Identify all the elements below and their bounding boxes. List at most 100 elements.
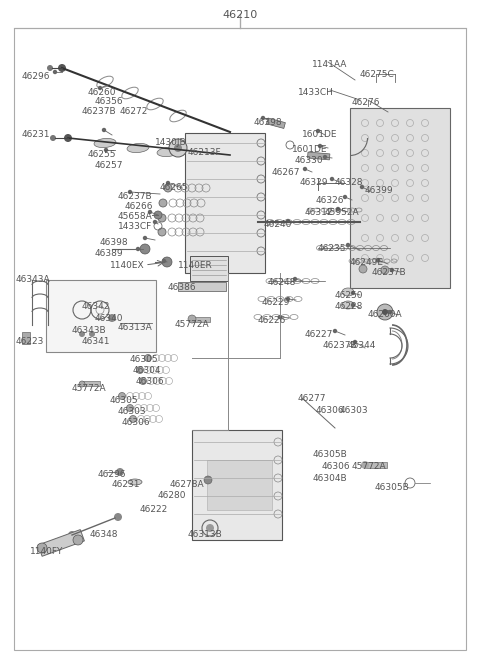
- Circle shape: [334, 329, 336, 333]
- Text: 1433CH: 1433CH: [298, 88, 334, 97]
- Text: 46276: 46276: [352, 98, 381, 107]
- Text: 46257: 46257: [95, 161, 123, 170]
- Text: 46399: 46399: [365, 186, 394, 195]
- Circle shape: [164, 184, 172, 192]
- Circle shape: [114, 513, 122, 521]
- Circle shape: [293, 278, 297, 280]
- Text: 46344: 46344: [348, 341, 376, 350]
- Ellipse shape: [127, 143, 149, 153]
- Circle shape: [154, 220, 156, 224]
- Text: 46343A: 46343A: [16, 275, 50, 284]
- Bar: [192, 430, 282, 540]
- Circle shape: [381, 266, 389, 274]
- Text: 46312: 46312: [305, 208, 334, 217]
- Circle shape: [344, 196, 347, 198]
- Text: 46330: 46330: [295, 156, 324, 165]
- Text: 46280: 46280: [158, 491, 187, 500]
- Text: 46305B: 46305B: [313, 450, 348, 459]
- Circle shape: [127, 405, 133, 411]
- Text: 45772A: 45772A: [352, 462, 386, 471]
- Circle shape: [262, 116, 264, 120]
- Text: 1601DE: 1601DE: [302, 130, 337, 139]
- Circle shape: [140, 244, 150, 254]
- Circle shape: [391, 269, 394, 271]
- Text: 1433CF: 1433CF: [118, 222, 152, 231]
- Text: 46277: 46277: [298, 394, 326, 403]
- Ellipse shape: [94, 138, 116, 148]
- Bar: [350, 108, 450, 288]
- Circle shape: [68, 531, 76, 539]
- Ellipse shape: [157, 147, 179, 157]
- Text: 1430JB: 1430JB: [155, 138, 187, 147]
- Circle shape: [316, 130, 320, 132]
- Text: 46386: 46386: [168, 283, 197, 292]
- Ellipse shape: [128, 479, 142, 485]
- Text: 46266: 46266: [125, 202, 154, 211]
- Text: 46210: 46210: [222, 10, 258, 20]
- Circle shape: [58, 64, 66, 72]
- Text: 46296: 46296: [98, 470, 127, 479]
- Text: 46249E: 46249E: [350, 258, 384, 267]
- Circle shape: [89, 331, 95, 337]
- Text: 46278A: 46278A: [170, 480, 204, 489]
- Text: 46340: 46340: [95, 314, 123, 323]
- Text: 1140EX: 1140EX: [110, 261, 144, 270]
- Circle shape: [37, 543, 47, 553]
- Circle shape: [130, 415, 136, 423]
- Text: 46237B: 46237B: [372, 268, 407, 277]
- Circle shape: [287, 220, 289, 222]
- Text: 46306: 46306: [316, 406, 345, 415]
- Text: 46237B: 46237B: [323, 341, 358, 350]
- Bar: [38, 530, 84, 556]
- Ellipse shape: [342, 288, 354, 296]
- Ellipse shape: [342, 301, 354, 309]
- Text: 46303: 46303: [340, 406, 369, 415]
- Bar: [82, 381, 100, 386]
- Circle shape: [351, 292, 355, 294]
- Text: 46255: 46255: [88, 150, 117, 159]
- Circle shape: [158, 228, 166, 236]
- Bar: [46, 280, 156, 352]
- Circle shape: [167, 181, 169, 185]
- Circle shape: [174, 144, 182, 152]
- Circle shape: [351, 304, 355, 306]
- Text: 46304: 46304: [133, 366, 161, 375]
- Text: 1601DE: 1601DE: [292, 145, 327, 154]
- Circle shape: [116, 468, 124, 476]
- Text: 46275C: 46275C: [360, 70, 395, 79]
- Text: 46313A: 46313A: [118, 323, 153, 332]
- Circle shape: [382, 309, 388, 315]
- Text: 46305: 46305: [110, 396, 139, 405]
- Text: 45772A: 45772A: [72, 384, 107, 393]
- Circle shape: [206, 524, 214, 532]
- Circle shape: [162, 257, 172, 267]
- Text: 46250: 46250: [335, 291, 363, 300]
- Text: 45772A: 45772A: [175, 320, 210, 329]
- Circle shape: [360, 185, 363, 189]
- Text: 46213F: 46213F: [188, 148, 222, 157]
- Circle shape: [136, 247, 140, 251]
- Text: 46341: 46341: [82, 337, 110, 346]
- Circle shape: [144, 237, 146, 239]
- Circle shape: [158, 214, 166, 222]
- Text: 46313B: 46313B: [188, 530, 223, 539]
- Text: 46229: 46229: [262, 298, 290, 307]
- Circle shape: [144, 355, 152, 362]
- Text: 46326: 46326: [316, 196, 345, 205]
- Circle shape: [98, 87, 101, 89]
- Text: 46303: 46303: [118, 407, 146, 416]
- Circle shape: [47, 65, 53, 71]
- Text: 46222: 46222: [140, 505, 168, 514]
- Circle shape: [388, 310, 392, 314]
- Circle shape: [347, 243, 349, 247]
- Circle shape: [163, 259, 166, 263]
- Circle shape: [204, 476, 212, 484]
- Text: 46231: 46231: [112, 480, 141, 489]
- Text: 45952A: 45952A: [325, 208, 360, 217]
- Text: 46342: 46342: [82, 302, 110, 311]
- Bar: [185, 133, 265, 273]
- Circle shape: [376, 259, 380, 261]
- Circle shape: [53, 71, 57, 73]
- Bar: [178, 282, 226, 291]
- Circle shape: [287, 298, 289, 300]
